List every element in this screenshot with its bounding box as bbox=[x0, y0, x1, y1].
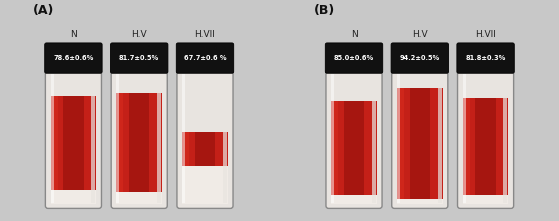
Bar bbox=[397, 74, 400, 203]
Bar bbox=[182, 132, 228, 166]
Bar bbox=[50, 74, 54, 203]
FancyBboxPatch shape bbox=[176, 43, 234, 73]
Bar bbox=[116, 191, 162, 204]
Text: 81.7±0.5%: 81.7±0.5% bbox=[119, 55, 159, 61]
FancyBboxPatch shape bbox=[45, 69, 102, 208]
Bar bbox=[129, 93, 149, 192]
Bar bbox=[397, 198, 443, 204]
Text: (B): (B) bbox=[314, 4, 335, 17]
Text: 94.2±0.5%: 94.2±0.5% bbox=[400, 55, 440, 61]
Bar bbox=[398, 88, 404, 199]
Bar bbox=[332, 101, 338, 195]
Bar bbox=[63, 96, 84, 190]
Bar bbox=[463, 98, 509, 195]
FancyBboxPatch shape bbox=[326, 69, 382, 208]
Bar bbox=[410, 88, 430, 199]
Bar bbox=[50, 188, 96, 204]
Bar bbox=[182, 74, 185, 203]
FancyBboxPatch shape bbox=[177, 69, 233, 208]
Text: H.V: H.V bbox=[131, 30, 147, 39]
Bar bbox=[157, 74, 161, 203]
Bar bbox=[397, 88, 443, 199]
Bar bbox=[223, 74, 227, 203]
Bar bbox=[51, 96, 58, 190]
FancyBboxPatch shape bbox=[457, 43, 514, 73]
Bar bbox=[372, 74, 376, 203]
Bar bbox=[344, 101, 364, 195]
Bar bbox=[438, 74, 442, 203]
FancyBboxPatch shape bbox=[111, 69, 167, 208]
FancyBboxPatch shape bbox=[111, 43, 168, 73]
Text: 85.0±0.6%: 85.0±0.6% bbox=[334, 55, 374, 61]
Text: H.VII: H.VII bbox=[195, 30, 215, 39]
Text: 81.8±0.3%: 81.8±0.3% bbox=[466, 55, 506, 61]
Bar bbox=[504, 74, 508, 203]
Bar bbox=[116, 74, 120, 203]
FancyBboxPatch shape bbox=[45, 43, 102, 73]
Text: H.VII: H.VII bbox=[475, 30, 496, 39]
Text: H.V: H.V bbox=[412, 30, 428, 39]
Bar bbox=[463, 194, 509, 204]
Text: 67.7±0.6 %: 67.7±0.6 % bbox=[184, 55, 226, 61]
Bar bbox=[117, 93, 124, 192]
Bar bbox=[50, 96, 96, 190]
Bar bbox=[182, 164, 228, 204]
Bar bbox=[475, 98, 496, 195]
Bar bbox=[91, 74, 95, 203]
Bar bbox=[331, 74, 334, 203]
Bar bbox=[195, 132, 215, 166]
FancyBboxPatch shape bbox=[457, 69, 514, 208]
Bar bbox=[116, 93, 162, 192]
Bar bbox=[183, 132, 189, 166]
Bar bbox=[331, 101, 377, 195]
Bar bbox=[331, 194, 377, 204]
Text: (A): (A) bbox=[33, 4, 54, 17]
FancyBboxPatch shape bbox=[391, 43, 448, 73]
Bar bbox=[463, 74, 466, 203]
FancyBboxPatch shape bbox=[392, 69, 448, 208]
Text: N: N bbox=[350, 30, 357, 39]
Bar bbox=[464, 98, 470, 195]
FancyBboxPatch shape bbox=[325, 43, 383, 73]
Text: 78.6±0.6%: 78.6±0.6% bbox=[53, 55, 93, 61]
Text: N: N bbox=[70, 30, 77, 39]
